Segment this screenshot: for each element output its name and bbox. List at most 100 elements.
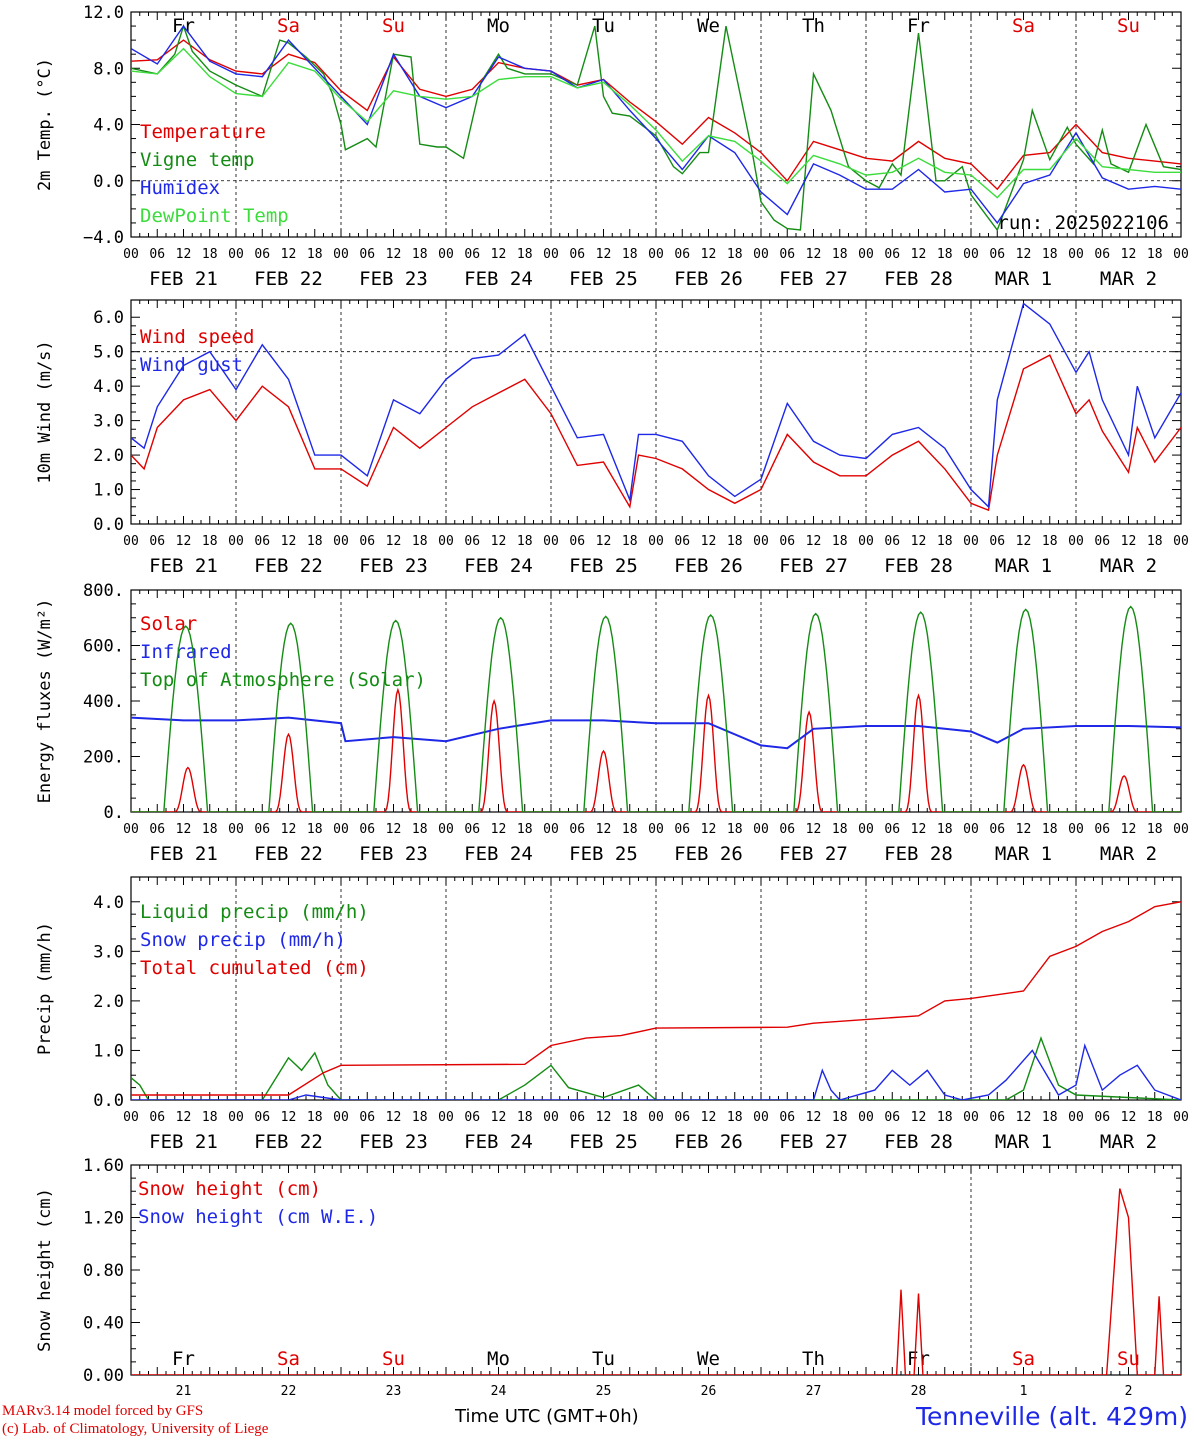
hour-tick-label: 06	[254, 247, 270, 262]
hour-tick-label: 06	[674, 534, 690, 549]
legend-entry: Snow height (cm W.E.)	[138, 1206, 378, 1228]
hour-tick-label: 18	[517, 1110, 533, 1125]
date-label: FEB 26	[674, 1131, 743, 1153]
y-tick-label: 3.0	[93, 942, 124, 962]
hour-tick-label: 18	[412, 822, 428, 837]
hour-tick-label: 00	[333, 534, 349, 549]
hour-tick-label: 06	[254, 822, 270, 837]
hour-tick-label: 18	[307, 534, 323, 549]
legend-entry: Top of Atmosphere (Solar)	[140, 669, 426, 691]
hour-tick-label: 06	[1094, 534, 1110, 549]
hour-tick-label: 06	[359, 247, 375, 262]
hour-tick-label: 00	[333, 822, 349, 837]
legend-entry: Wind gust	[140, 354, 243, 376]
weekday-label: Sa	[1012, 1348, 1035, 1370]
hour-tick-label: 12	[176, 1110, 192, 1125]
hour-tick-label: 00	[1068, 1110, 1084, 1125]
hour-tick-label: 18	[937, 534, 953, 549]
date-label: FEB 25	[569, 1131, 638, 1153]
weekday-label: Fr	[172, 1348, 195, 1370]
hour-tick-label: 00	[753, 534, 769, 549]
date-label: FEB 23	[359, 843, 428, 865]
hour-tick-label: 18	[412, 1110, 428, 1125]
hour-tick-label: 00	[753, 822, 769, 837]
weekday-label: Mo	[487, 1348, 510, 1370]
model-credit: MARv3.14 model forced by GFS	[2, 1403, 204, 1419]
weekday-label: Sa	[277, 1348, 300, 1370]
y-tick-label: 0.0	[93, 1091, 124, 1111]
y-tick-label: 1.0	[93, 1041, 124, 1061]
weekday-label: Mo	[487, 15, 510, 37]
day-number-label: 25	[596, 1384, 612, 1399]
hour-tick-label: 12	[281, 822, 297, 837]
hour-tick-label: 00	[963, 822, 979, 837]
series-line-infrared	[131, 716, 1181, 750]
date-label: FEB 25	[569, 555, 638, 577]
date-label: MAR 1	[995, 555, 1052, 577]
hour-tick-label: 12	[176, 822, 192, 837]
hour-tick-label: 06	[464, 822, 480, 837]
station-name: Tenneville (alt. 429m)	[916, 1402, 1188, 1431]
hour-tick-label: 12	[386, 534, 402, 549]
hour-tick-label: 00	[543, 247, 559, 262]
hour-tick-label: 18	[202, 822, 218, 837]
hour-tick-label: 18	[307, 822, 323, 837]
hour-tick-label: 12	[281, 247, 297, 262]
series-line-total-cumulated-cm-	[131, 901, 1181, 1096]
hour-tick-label: 18	[622, 822, 638, 837]
day-number-label: 23	[386, 1384, 402, 1399]
y-tick-label: 400.	[83, 692, 124, 712]
y-tick-label: 3.0	[93, 412, 124, 432]
hour-tick-label: 18	[727, 534, 743, 549]
date-label: MAR 1	[995, 268, 1052, 290]
y-tick-label: 0.0	[93, 172, 124, 192]
hour-tick-label: 00	[1173, 534, 1189, 549]
series-line-wind-gust	[131, 302, 1181, 509]
y-tick-label: 6.0	[93, 308, 124, 328]
hour-tick-label: 06	[989, 247, 1005, 262]
hour-tick-label: 18	[832, 247, 848, 262]
weekday-label: Su	[382, 1348, 405, 1370]
date-label: MAR 2	[1100, 268, 1157, 290]
y-tick-label: 2.0	[93, 992, 124, 1012]
date-label: FEB 26	[674, 555, 743, 577]
hour-tick-label: 06	[569, 534, 585, 549]
hour-tick-label: 06	[989, 534, 1005, 549]
hour-tick-label: 18	[727, 822, 743, 837]
hour-tick-label: 06	[779, 1110, 795, 1125]
hour-tick-label: 06	[359, 822, 375, 837]
hour-tick-label: 12	[1121, 247, 1137, 262]
hour-tick-label: 12	[911, 822, 927, 837]
legend-entry: Wind speed	[140, 326, 254, 348]
hour-tick-label: 18	[937, 247, 953, 262]
hour-tick-label: 00	[1068, 247, 1084, 262]
hour-tick-label: 12	[176, 247, 192, 262]
hour-tick-label: 18	[412, 534, 428, 549]
hour-tick-label: 18	[1147, 822, 1163, 837]
hour-tick-label: 00	[123, 534, 139, 549]
hour-tick-label: 12	[281, 1110, 297, 1125]
legend-entry: Snow height (cm)	[138, 1178, 321, 1200]
date-label: FEB 27	[779, 1131, 848, 1153]
hour-tick-label: 12	[491, 247, 507, 262]
hour-tick-label: 12	[806, 1110, 822, 1125]
hour-tick-label: 06	[149, 247, 165, 262]
hour-tick-label: 12	[701, 1110, 717, 1125]
date-label: FEB 21	[149, 1131, 218, 1153]
hour-tick-label: 18	[937, 1110, 953, 1125]
series-line-liquid-precip-mm-h-	[131, 1036, 1181, 1100]
hour-tick-label: 00	[1068, 534, 1084, 549]
y-tick-label: 0.80	[83, 1261, 124, 1281]
hour-tick-label: 12	[1121, 1110, 1137, 1125]
legend-entry: Humidex	[140, 177, 220, 199]
y-tick-label: 1.20	[83, 1209, 124, 1229]
hour-tick-label: 06	[149, 534, 165, 549]
y-axis-label: Precip (mm/h)	[35, 922, 55, 1055]
hour-tick-label: 00	[438, 534, 454, 549]
hour-tick-label: 12	[1016, 534, 1032, 549]
date-label: FEB 28	[884, 1131, 953, 1153]
chart-panel-2: 0.0 1.0 2.0 3.0 4.0 5.0 6.0 10m Wind (m/s) 00 06 1…	[35, 299, 1189, 577]
hour-tick-label: 12	[596, 822, 612, 837]
hour-tick-label: 06	[464, 534, 480, 549]
